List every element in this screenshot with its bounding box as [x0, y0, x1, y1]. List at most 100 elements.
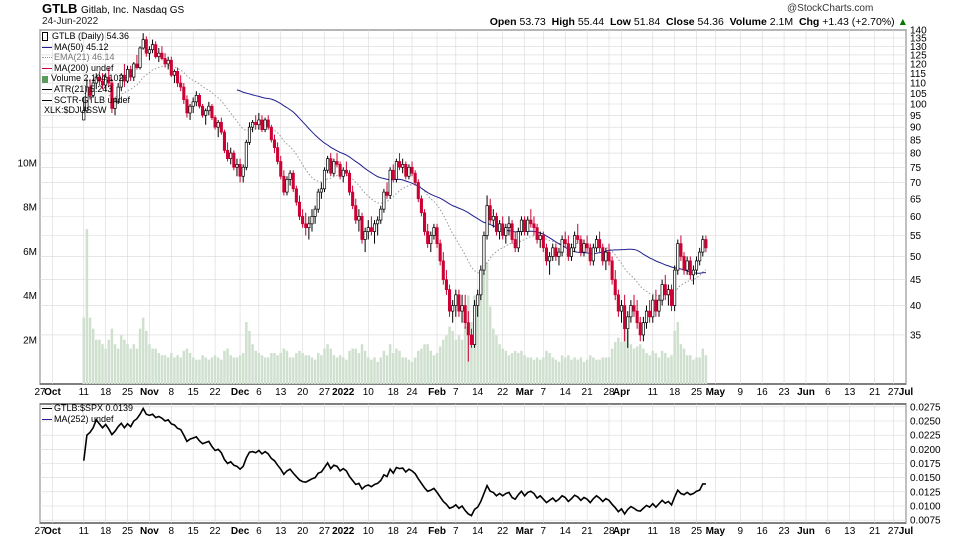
volume-bar [470, 322, 473, 384]
candle-body [588, 247, 592, 262]
legend-swatch-icon [42, 75, 48, 83]
candle-body [519, 219, 523, 232]
volume-bar [295, 353, 298, 384]
candle-body [344, 169, 348, 174]
volume-bar [501, 348, 504, 384]
volume-bar [285, 350, 289, 384]
x-tick-label: 9 [738, 526, 744, 537]
candle-body [141, 39, 145, 49]
volume-bar [448, 326, 451, 384]
x-tick-label: 21 [582, 526, 594, 537]
candle-body [385, 191, 389, 196]
candle-body [573, 235, 577, 249]
x-tick-label: 11 [79, 387, 90, 398]
volume-bar [463, 326, 467, 384]
x-tick-label: 22 [210, 526, 222, 537]
volume-bar [492, 328, 495, 384]
x-tick-label: 14 [472, 387, 484, 398]
candle-body [338, 164, 342, 177]
volume-bar [601, 357, 604, 384]
candle-body [623, 305, 627, 330]
volume-bar [639, 344, 642, 384]
volume-bar [485, 262, 489, 384]
candle-body [85, 86, 89, 112]
volume-bar [332, 355, 336, 384]
y-tick-label: 115 [910, 69, 926, 80]
candle-body [410, 166, 414, 174]
candle-body [179, 82, 183, 88]
volume-bar [282, 348, 286, 384]
candle-body [188, 105, 192, 114]
x-tick-label: 6 [825, 387, 831, 398]
candle-body [122, 74, 126, 82]
volume-bar [613, 341, 617, 384]
candle-body [669, 289, 674, 306]
volume-bar [198, 359, 201, 384]
candle-body [535, 227, 539, 240]
volume-bar [313, 359, 317, 384]
candle-body [247, 126, 252, 143]
candle-body [482, 235, 486, 271]
volume-bar [651, 350, 655, 384]
y-tick-label: 130 [910, 42, 927, 53]
candle-body [366, 227, 370, 232]
volume-bar [460, 339, 464, 384]
volume-bar [570, 359, 573, 384]
volume-bar [370, 359, 373, 384]
volume-bar [126, 344, 129, 384]
candle-body [185, 99, 189, 114]
candle-body [691, 269, 695, 276]
candle-body [585, 243, 589, 249]
volume-bar [304, 355, 307, 384]
ratio-tick-label: 0.0125 [910, 487, 941, 498]
x-tick-label: 27 [319, 387, 331, 398]
x-tick-label: 13 [275, 387, 287, 398]
x-tick-label: Dec [231, 387, 250, 398]
volume-bar [398, 350, 401, 384]
x-tick-label: 8 [169, 387, 175, 398]
candle-body [704, 239, 708, 249]
volume-bar [401, 357, 404, 384]
volume-bar [220, 359, 223, 384]
candle-body [301, 216, 305, 225]
candle-body [372, 223, 377, 232]
candle-body [432, 227, 436, 236]
volume-bar [154, 348, 157, 384]
x-tick-label: 23 [779, 387, 791, 398]
candle-body [319, 188, 323, 193]
legend-swatch-icon [42, 89, 52, 91]
volume-bar [320, 355, 323, 384]
chart-date: 24-Jun-2022 [42, 16, 99, 27]
candle-body [607, 251, 611, 262]
x-tick-label: 16 [757, 526, 769, 537]
volume-bar [254, 350, 257, 384]
candle-body [407, 166, 411, 177]
volume-bar [654, 353, 658, 384]
y-tick-label: 120 [910, 59, 927, 70]
volume-bar [548, 353, 551, 384]
y-tick-label: 45 [910, 275, 922, 286]
candle-body [579, 239, 583, 253]
x-tick-label: 9 [738, 387, 744, 398]
x-tick-label: May [706, 526, 726, 537]
volume-bar [182, 350, 186, 384]
x-tick-label: 8 [169, 526, 175, 537]
candle-body [207, 105, 211, 112]
volume-bar [245, 322, 248, 384]
candle-body [144, 39, 148, 54]
candle-body [510, 223, 514, 240]
candle-body [297, 201, 302, 217]
ratio-legend: GTLB:$SPX 0.0139 MA(252) undef [42, 403, 133, 424]
candle-body [451, 305, 455, 312]
x-tick-label: 23 [779, 526, 791, 537]
candle-body [369, 227, 373, 232]
candle-body [229, 152, 233, 160]
candle-body [129, 69, 133, 78]
volume-bar [232, 357, 236, 384]
volume-bar [670, 355, 673, 384]
volume-bar [229, 355, 232, 384]
x-tick-label: 25 [122, 526, 134, 537]
volume-bar [338, 355, 342, 384]
x-tick-label: 14 [472, 526, 484, 537]
